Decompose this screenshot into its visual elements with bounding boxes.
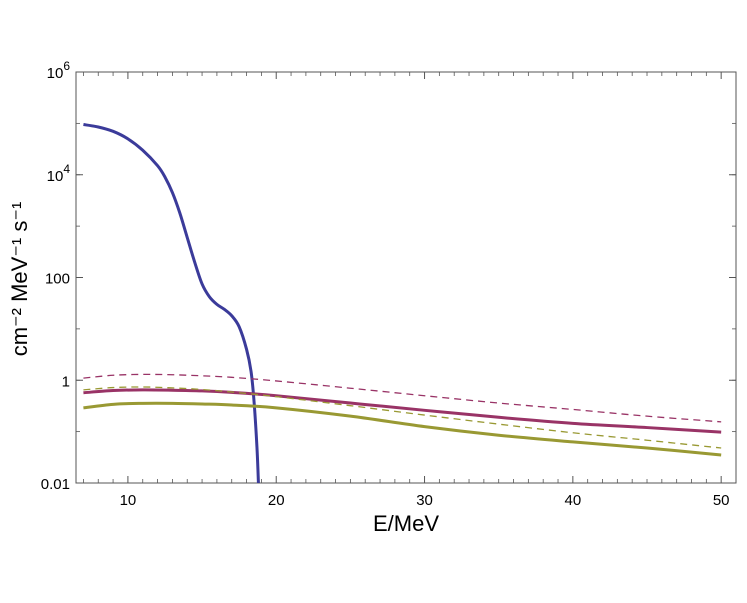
- plot-frame: [75, 71, 737, 484]
- x-tick-label: 30: [416, 492, 433, 509]
- series-layer: [83, 123, 722, 483]
- series-line-5: [83, 386, 722, 449]
- x-tick-label: 10: [120, 492, 137, 509]
- x-tick-label: 20: [268, 492, 285, 509]
- y-tick-label: 106: [47, 59, 71, 82]
- x-tick-label: 50: [713, 492, 730, 509]
- axis-ticks: [76, 71, 737, 484]
- series-line-2: [83, 388, 722, 434]
- y-tick-label-base: 10: [47, 168, 64, 185]
- y-tick-label: 1: [62, 373, 70, 390]
- y-tick-label-base: 0.01: [41, 476, 70, 493]
- y-tick-label: 100: [45, 271, 70, 288]
- y-tick-label: 0.01: [41, 476, 70, 493]
- series-line-1: [83, 123, 260, 483]
- y-tick-label-base: 10: [47, 65, 64, 82]
- x-axis-title: E/MeV: [373, 511, 439, 536]
- x-tick-label: 40: [565, 492, 582, 509]
- y-tick-label-base: 100: [45, 271, 70, 288]
- y-tick-label-base: 1: [62, 373, 70, 390]
- y-tick-label: 104: [47, 162, 71, 185]
- y-tick-label-exponent: 4: [63, 162, 70, 176]
- series-line-3: [83, 373, 722, 423]
- y-axis-title: cm⁻² MeV⁻¹ s⁻¹: [7, 202, 32, 357]
- y-tick-label-exponent: 6: [63, 59, 70, 73]
- series-line-4: [83, 401, 722, 457]
